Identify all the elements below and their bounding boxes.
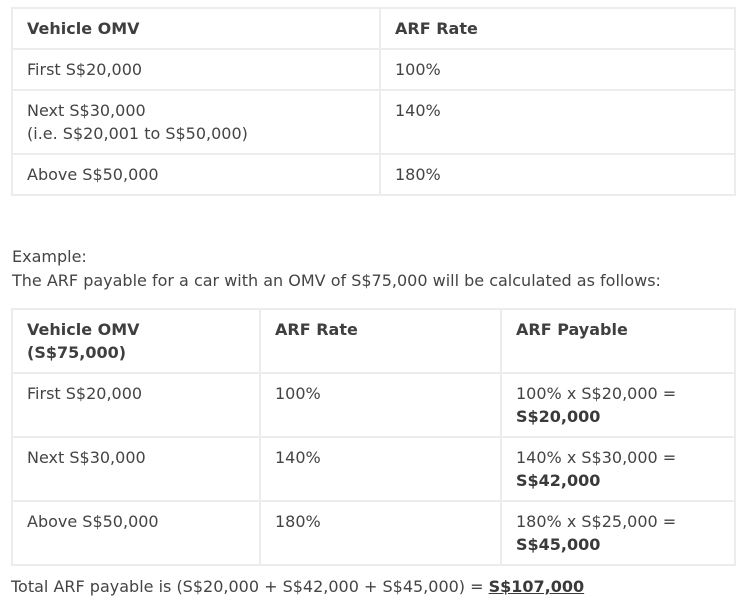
omv-cell: Next S$30,000 (i.e. S$20,001 to S$50,000… xyxy=(11,89,381,155)
rate-cell: 140% xyxy=(379,89,736,155)
payable-calc: 140% x S$30,000 = xyxy=(516,448,677,467)
table-header-row: Vehicle OMV (S$75,000) ARF Rate ARF Paya… xyxy=(11,308,736,374)
payable-cell: 180% x S$25,000 = S$45,000 xyxy=(500,500,736,566)
example-label: Example: xyxy=(12,247,87,266)
payable-amount: S$45,000 xyxy=(516,535,601,554)
payable-calc: 180% x S$25,000 = xyxy=(516,512,677,531)
header-vehicle-omv: Vehicle OMV xyxy=(11,7,381,50)
header-arf-rate: ARF Rate xyxy=(259,308,502,374)
table-row: First S$20,000 100% xyxy=(11,48,736,91)
table-row: First S$20,000 100% 100% x S$20,000 = S$… xyxy=(11,372,736,438)
total-text: Total ARF payable is (S$20,000 + S$42,00… xyxy=(11,577,489,596)
omv-cell: Next S$30,000 xyxy=(11,436,261,502)
payable-calc: 100% x S$20,000 = xyxy=(516,384,677,403)
omv-cell: First S$20,000 xyxy=(11,48,381,91)
omv-tier-label: Next S$30,000 xyxy=(27,101,146,120)
total-amount: S$107,000 xyxy=(488,577,585,596)
arf-example-table: Vehicle OMV (S$75,000) ARF Rate ARF Paya… xyxy=(11,308,736,566)
omv-cell: Above S$50,000 xyxy=(11,153,381,196)
omv-tier-range: (i.e. S$20,001 to S$50,000) xyxy=(27,124,248,143)
table-row: Above S$50,000 180% xyxy=(11,153,736,196)
table-row: Above S$50,000 180% 180% x S$25,000 = S$… xyxy=(11,500,736,566)
example-description: The ARF payable for a car with an OMV of… xyxy=(12,271,661,290)
header-omv-value: (S$75,000) xyxy=(27,343,127,362)
arf-rate-table: Vehicle OMV ARF Rate First S$20,000 100%… xyxy=(11,7,736,196)
example-text: Example: The ARF payable for a car with … xyxy=(12,245,661,293)
payable-cell: 140% x S$30,000 = S$42,000 xyxy=(500,436,736,502)
payable-amount: S$20,000 xyxy=(516,407,601,426)
rate-cell: 140% xyxy=(259,436,502,502)
payable-amount: S$42,000 xyxy=(516,471,601,490)
total-arf-line: Total ARF payable is (S$20,000 + S$42,00… xyxy=(11,575,584,599)
payable-cell: 100% x S$20,000 = S$20,000 xyxy=(500,372,736,438)
omv-cell: First S$20,000 xyxy=(11,372,261,438)
rate-cell: 100% xyxy=(259,372,502,438)
table-row: Next S$30,000 140% 140% x S$30,000 = S$4… xyxy=(11,436,736,502)
header-arf-rate: ARF Rate xyxy=(379,7,736,50)
rate-cell: 180% xyxy=(259,500,502,566)
rate-cell: 180% xyxy=(379,153,736,196)
table-row: Next S$30,000 (i.e. S$20,001 to S$50,000… xyxy=(11,89,736,155)
header-vehicle-omv: Vehicle OMV (S$75,000) xyxy=(11,308,261,374)
rate-cell: 100% xyxy=(379,48,736,91)
header-vehicle-omv-label: Vehicle OMV xyxy=(27,320,140,339)
header-arf-payable: ARF Payable xyxy=(500,308,736,374)
table-header-row: Vehicle OMV ARF Rate xyxy=(11,7,736,50)
omv-cell: Above S$50,000 xyxy=(11,500,261,566)
